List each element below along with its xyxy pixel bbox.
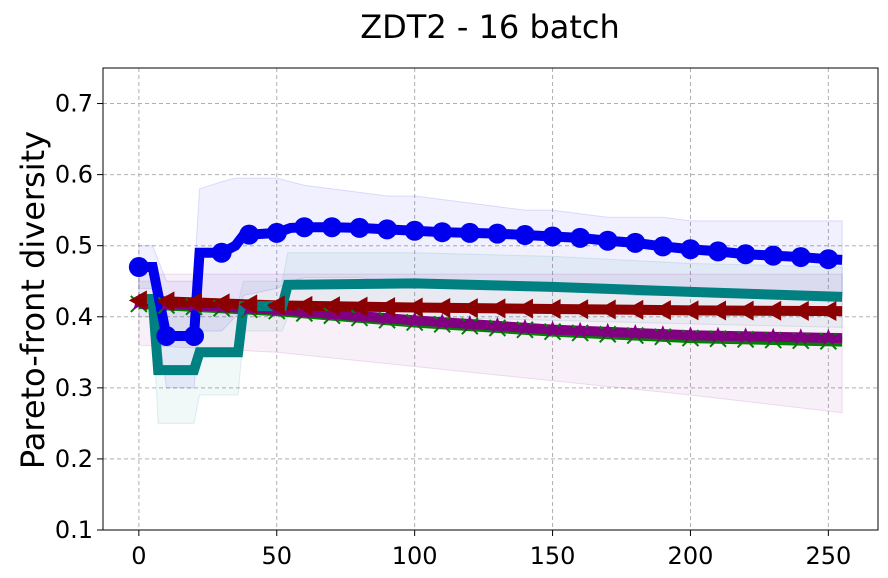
marker-series-2 (266, 295, 285, 316)
marker-series-0 (625, 232, 646, 253)
marker-series-2 (321, 296, 340, 317)
marker-series-3 (792, 328, 810, 345)
marker-series-2 (487, 298, 506, 319)
marker-series-3 (433, 313, 451, 330)
marker-series-2 (514, 298, 533, 319)
marker-series-0 (763, 245, 784, 266)
marker-series-2 (542, 298, 561, 319)
marker-series-2 (404, 297, 423, 318)
marker-series-2 (625, 299, 644, 320)
marker-series-0 (514, 225, 535, 246)
marker-series-2 (211, 293, 230, 314)
marker-series-0 (239, 224, 260, 245)
marker-series-3 (378, 309, 396, 326)
marker-series-0 (680, 239, 701, 260)
y-tick-label: 0.4 (55, 303, 93, 331)
marker-series-0 (708, 241, 729, 262)
marker-series-0 (404, 220, 425, 241)
marker-series-3 (626, 324, 644, 341)
marker-series-0 (652, 236, 673, 257)
y-axis-label: Pareto-front diversity (14, 131, 52, 469)
marker-series-0 (432, 222, 453, 243)
marker-series-3 (599, 322, 617, 340)
marker-series-3 (819, 328, 837, 346)
x-tick-label: 250 (805, 542, 851, 570)
plot-frame (102, 67, 879, 531)
marker-series-3 (488, 316, 506, 334)
y-tick-label: 0.6 (55, 161, 93, 189)
marker-series-0 (156, 325, 177, 346)
marker-series-3 (571, 321, 589, 338)
marker-series-3 (323, 304, 341, 322)
marker-series-2 (128, 290, 147, 311)
marker-series-2 (708, 300, 727, 321)
y-tick-label: 0.3 (55, 374, 93, 402)
marker-series-2 (239, 294, 258, 315)
marker-series-3 (681, 326, 699, 343)
marker-series-2 (652, 300, 671, 321)
x-tick-label: 150 (530, 542, 576, 570)
y-tick-label: 0.1 (55, 516, 93, 544)
marker-series-2 (184, 292, 203, 313)
marker-series-0 (735, 244, 756, 265)
axis-ticks: 0 50 100 150 200 250 0.1 0.2 0.3 0.4 0.5 0.6 0.7 (55, 90, 851, 570)
marker-series-2 (790, 300, 809, 321)
marker-series-3 (654, 325, 672, 342)
marker-series-2 (377, 297, 396, 318)
marker-series-0 (294, 217, 315, 238)
marker-series-3 (764, 327, 782, 345)
marker-series-2 (156, 291, 175, 312)
marker-series-3 (406, 311, 424, 328)
series-markers (128, 217, 839, 351)
marker-series-0 (211, 242, 232, 263)
marker-series-3 (544, 320, 562, 337)
y-tick-label: 0.7 (55, 90, 93, 118)
marker-series-2 (735, 300, 754, 321)
marker-series-2 (680, 300, 699, 321)
marker-series-0 (487, 223, 508, 244)
marker-series-0 (377, 219, 398, 240)
marker-series-0 (128, 257, 149, 278)
y-tick-label: 0.5 (55, 232, 93, 260)
marker-series-2 (818, 301, 837, 322)
marker-series-0 (184, 325, 205, 346)
marker-series-2 (763, 300, 782, 321)
marker-series-2 (459, 298, 478, 319)
marker-series-3 (737, 327, 755, 344)
marker-series-2 (294, 295, 313, 316)
marker-series-0 (266, 222, 287, 243)
x-tick-label: 100 (392, 542, 438, 570)
marker-series-2 (432, 297, 451, 318)
marker-series-3 (350, 307, 369, 324)
x-tick-label: 50 (261, 542, 292, 570)
marker-series-0 (790, 247, 811, 268)
x-tick-label: 200 (668, 542, 714, 570)
marker-series-3 (516, 318, 534, 335)
x-tick-label: 0 (131, 542, 146, 570)
marker-series-2 (597, 299, 616, 320)
marker-series-0 (349, 217, 370, 238)
marker-series-2 (570, 299, 589, 320)
chart-title: ZDT2 - 16 batch (360, 8, 620, 46)
marker-series-0 (459, 222, 480, 243)
marker-series-3 (709, 326, 727, 343)
marker-series-0 (597, 230, 618, 251)
marker-series-0 (570, 227, 591, 248)
marker-series-0 (321, 217, 342, 238)
y-tick-label: 0.2 (55, 445, 93, 473)
marker-series-3 (461, 315, 479, 332)
marker-series-0 (542, 226, 563, 247)
marker-series-0 (818, 249, 839, 270)
marker-series-2 (349, 296, 368, 317)
